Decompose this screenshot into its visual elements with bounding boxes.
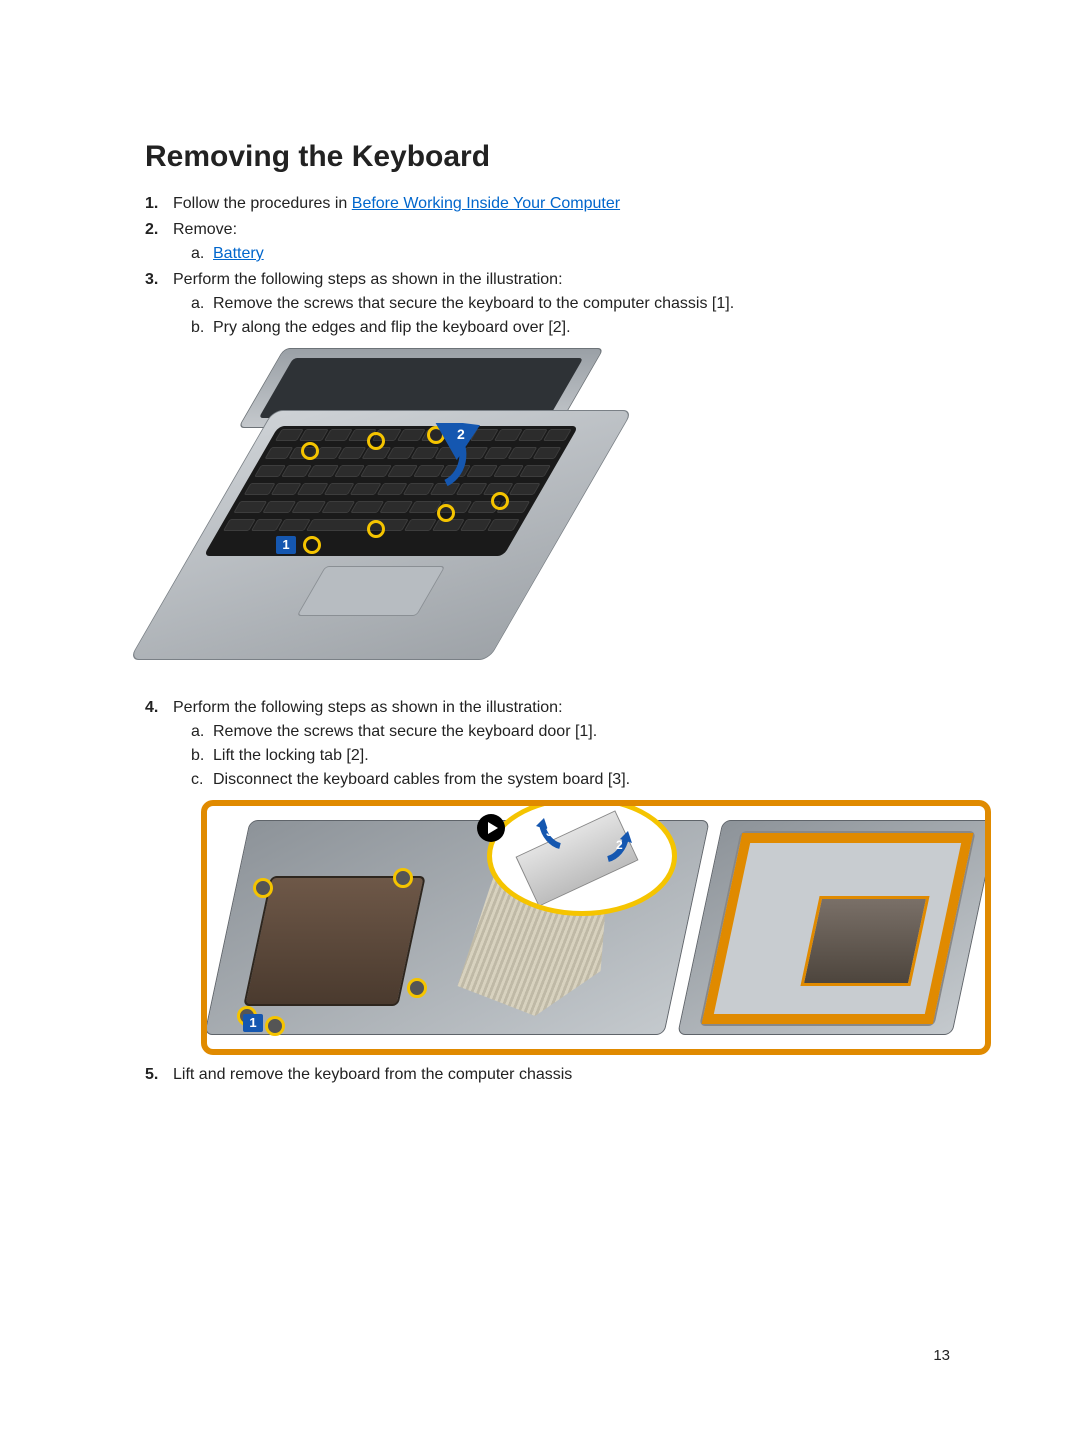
- step-2a: Battery: [191, 242, 950, 266]
- step-2-text: Remove:: [173, 221, 237, 238]
- step-3: Perform the following steps as shown in …: [145, 268, 950, 688]
- screw-marker: [303, 536, 321, 554]
- screw-marker: [407, 978, 427, 998]
- screw-marker: [367, 432, 385, 450]
- step-3a: Remove the screws that secure the keyboa…: [191, 292, 950, 316]
- callout-1b: 1: [243, 1014, 263, 1032]
- instruction-list: Follow the procedures in Before Working …: [145, 192, 950, 1087]
- step-3-text: Perform the following steps as shown in …: [173, 271, 563, 288]
- detail-inset: 3 2: [487, 800, 677, 916]
- page-heading: Removing the Keyboard: [145, 140, 950, 174]
- screw-marker: [367, 520, 385, 538]
- step-1: Follow the procedures in Before Working …: [145, 192, 950, 216]
- flip-arrow-icon: 2: [411, 423, 481, 493]
- step-3b: Pry along the edges and flip the keyboar…: [191, 316, 950, 340]
- screw-marker: [437, 504, 455, 522]
- step-4: Perform the following steps as shown in …: [145, 696, 950, 1055]
- screw-marker: [265, 1016, 285, 1036]
- svg-text:3: 3: [546, 825, 553, 839]
- laptop-screen: [259, 358, 584, 418]
- illustration-2: 1 3 2: [201, 800, 950, 1055]
- keyboard-door: [243, 876, 426, 1006]
- svg-text:2: 2: [616, 838, 623, 852]
- arrow-3-icon: 3: [532, 816, 567, 851]
- arrow-2-icon: 2: [602, 829, 637, 864]
- step-1-text: Follow the procedures in: [173, 195, 352, 212]
- illustration-1: 1 2: [201, 348, 950, 688]
- zoom-region: [800, 896, 929, 986]
- link-battery[interactable]: Battery: [213, 245, 264, 262]
- screw-marker: [491, 492, 509, 510]
- screw-marker: [393, 868, 413, 888]
- screw-marker: [301, 442, 319, 460]
- arrow-label-2: 2: [457, 426, 465, 442]
- step-4-text: Perform the following steps as shown in …: [173, 699, 563, 716]
- play-icon: [477, 814, 505, 842]
- step-4c: Disconnect the keyboard cables from the …: [191, 768, 950, 792]
- screw-marker: [253, 878, 273, 898]
- link-before-working[interactable]: Before Working Inside Your Computer: [352, 195, 620, 212]
- step-5: Lift and remove the keyboard from the co…: [145, 1063, 950, 1087]
- step-4a: Remove the screws that secure the keyboa…: [191, 720, 950, 744]
- callout-1: 1: [276, 536, 296, 554]
- step-4b: Lift the locking tab [2].: [191, 744, 950, 768]
- step-2: Remove: Battery: [145, 218, 950, 266]
- page-number: 13: [933, 1347, 950, 1364]
